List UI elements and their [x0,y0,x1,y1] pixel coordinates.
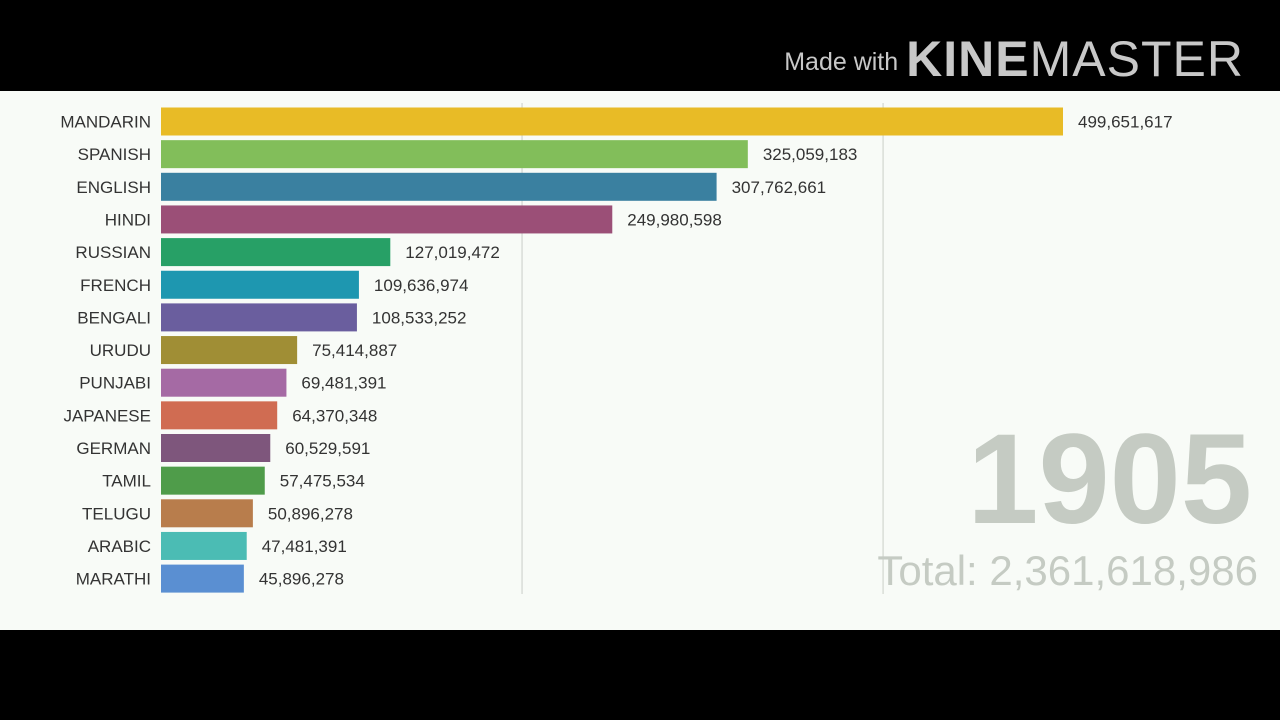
category-label-telugu: TELUGU [82,504,151,523]
bar-urudu [161,336,298,365]
value-label-english: 307,762,661 [732,178,827,197]
bottom-letterbox [0,630,1280,720]
value-label-hindi: 249,980,598 [627,210,722,229]
category-label-punjabi: PUNJABI [79,374,151,393]
category-label-marathi: MARATHI [76,570,151,589]
bar-french [161,270,359,299]
bar-bengali [161,303,357,332]
category-label-japanese: JAPANESE [63,406,151,425]
chart-area: 1905 Total: 2,361,618,986 MANDARIN 499,65… [0,91,1280,630]
category-label-tamil: TAMIL [102,472,151,491]
value-label-german: 60,529,591 [285,439,370,458]
category-label-arabic: ARABIC [88,537,151,556]
category-label-bengali: BENGALI [77,308,151,327]
bar-english [161,172,717,201]
bar-hindi [161,205,613,234]
value-label-arabic: 47,481,391 [262,537,347,556]
kinemaster-watermark: Made with KINEMASTER [784,30,1244,88]
top-letterbox: Made with KINEMASTER [0,0,1280,91]
category-label-hindi: HINDI [105,210,151,229]
category-label-russian: RUSSIAN [75,243,151,262]
watermark-kine: KINE [906,31,1030,87]
bar-chart: 1905 Total: 2,361,618,986 MANDARIN 499,65… [60,103,1258,594]
category-label-german: GERMAN [76,439,151,458]
value-label-french: 109,636,974 [374,276,469,295]
value-label-punjabi: 69,481,391 [301,374,386,393]
category-label-mandarin: MANDARIN [60,113,151,132]
bar-arabic [161,531,247,560]
bar-punjabi [161,368,287,397]
bar-telugu [161,499,253,528]
bar-tamil [161,466,265,495]
bar-japanese [161,401,278,430]
category-label-spanish: SPANISH [78,145,151,164]
value-label-bengali: 108,533,252 [372,308,467,327]
value-label-mandarin: 499,651,617 [1078,113,1173,132]
category-label-urudu: URUDU [90,341,151,360]
value-label-marathi: 45,896,278 [259,570,344,589]
watermark-master: MASTER [1029,31,1244,87]
year-label: 1905 [967,408,1252,551]
bar-german [161,434,271,462]
category-label-english: ENGLISH [76,178,151,197]
value-label-telugu: 50,896,278 [268,504,353,523]
category-label-french: FRENCH [80,276,151,295]
bar-russian [161,238,391,267]
watermark-made-with: Made with [784,48,899,76]
bar-marathi [161,564,244,593]
value-label-japanese: 64,370,348 [292,406,377,425]
value-label-tamil: 57,475,534 [280,472,365,491]
value-label-urudu: 75,414,887 [312,341,397,360]
bar-spanish [161,140,748,169]
value-label-russian: 127,019,472 [405,243,500,262]
value-label-spanish: 325,059,183 [763,145,858,164]
bar-mandarin [161,107,1063,136]
total-label: Total: 2,361,618,986 [877,547,1258,594]
